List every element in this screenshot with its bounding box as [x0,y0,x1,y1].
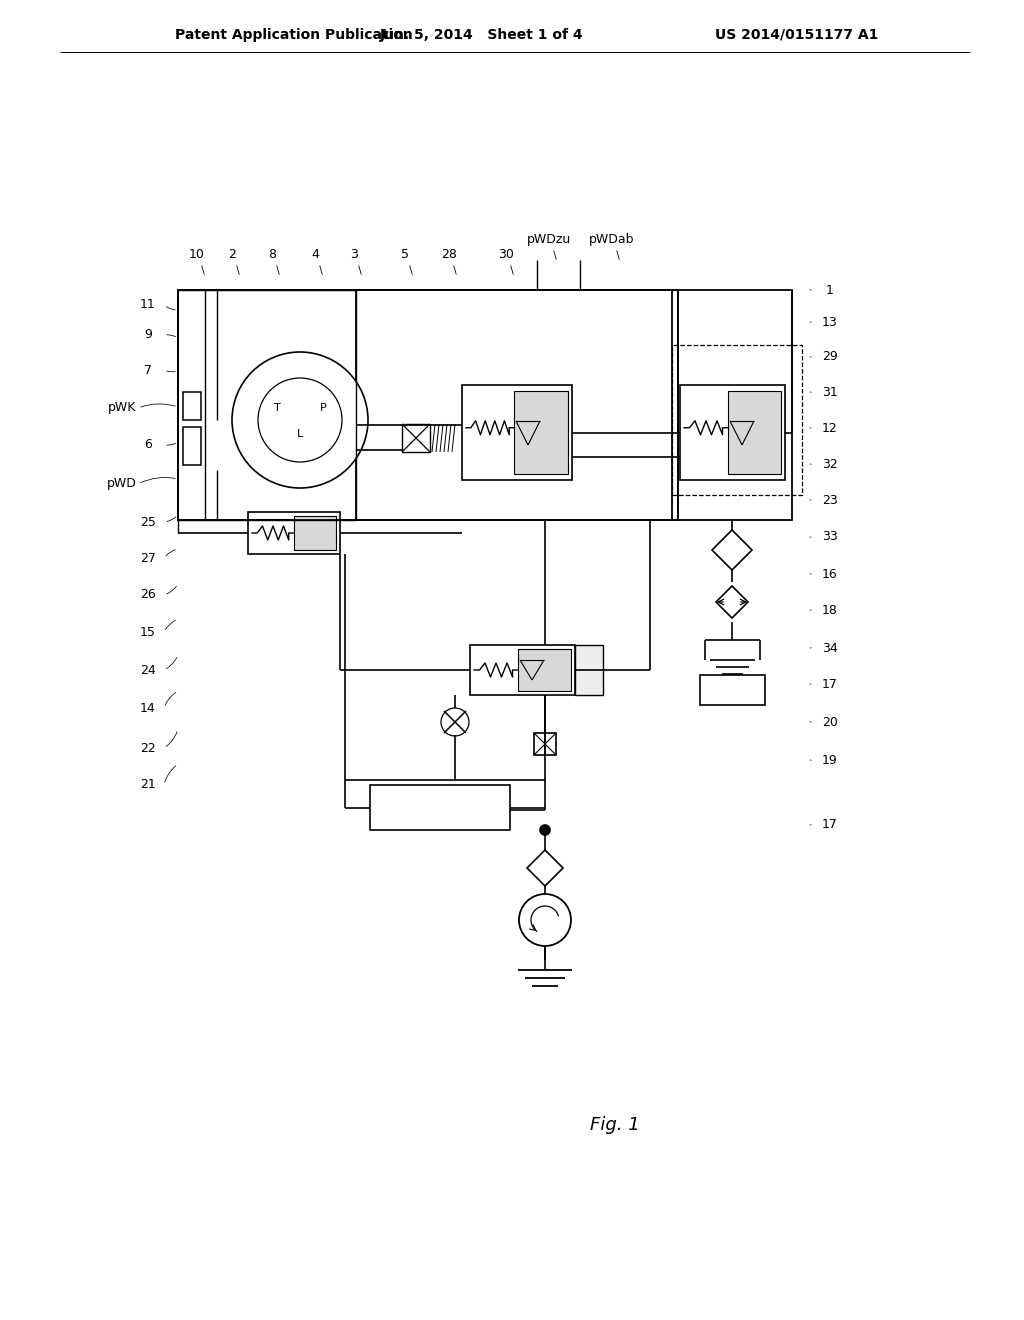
Polygon shape [712,531,752,570]
Text: 7: 7 [144,363,152,376]
Text: L: L [297,429,303,440]
Circle shape [258,378,342,462]
Text: 22: 22 [140,742,156,755]
Bar [462,385,572,480]
Text: 21: 21 [140,779,156,792]
Text: 28: 28 [441,248,457,261]
Text: 33: 33 [822,531,838,544]
Text: P: P [319,403,327,413]
Circle shape [519,894,571,946]
Text: 4: 4 [311,248,318,261]
Text: 2: 2 [228,248,236,261]
Text: Jun. 5, 2014   Sheet 1 of 4: Jun. 5, 2014 Sheet 1 of 4 [380,28,584,42]
Text: 30: 30 [498,248,514,261]
Polygon shape [716,586,748,618]
Circle shape [540,825,550,836]
Text: 10: 10 [189,248,205,261]
Text: 29: 29 [822,351,838,363]
Text: 19: 19 [822,754,838,767]
Text: 25: 25 [140,516,156,528]
Bar [183,392,201,420]
Text: 26: 26 [140,589,156,602]
Text: US 2014/0151177 A1: US 2014/0151177 A1 [715,28,879,42]
Text: 16: 16 [822,568,838,581]
Text: pWK: pWK [108,401,136,414]
Circle shape [232,352,368,488]
Text: 11: 11 [140,298,156,312]
Bar [370,785,510,830]
Bar [514,391,568,474]
Bar [402,424,430,451]
Text: 9: 9 [144,329,152,342]
Text: 27: 27 [140,552,156,565]
Text: 6: 6 [144,438,152,451]
Text: pWDab: pWDab [589,234,635,247]
Bar [518,649,571,690]
Text: 17: 17 [822,818,838,832]
Bar [294,516,336,550]
Bar [534,733,556,755]
Text: 8: 8 [268,248,276,261]
Text: 32: 32 [822,458,838,470]
Text: 1: 1 [826,284,834,297]
Bar [672,290,792,520]
Text: 3: 3 [350,248,358,261]
Text: 12: 12 [822,421,838,434]
Text: 17: 17 [822,677,838,690]
Text: 15: 15 [140,626,156,639]
Text: 5: 5 [401,248,409,261]
Bar [728,391,781,474]
Bar [178,290,356,520]
Text: 14: 14 [140,701,156,714]
Text: 34: 34 [822,642,838,655]
Text: pWD: pWD [108,478,137,491]
Polygon shape [527,850,563,886]
Bar [700,675,765,705]
Bar [470,645,575,696]
Text: 20: 20 [822,715,838,729]
Text: pWDzu: pWDzu [527,234,571,247]
Text: 24: 24 [140,664,156,676]
Text: Fig. 1: Fig. 1 [590,1115,640,1134]
Text: 31: 31 [822,385,838,399]
Text: 23: 23 [822,494,838,507]
Text: 13: 13 [822,315,838,329]
Text: Patent Application Publication: Patent Application Publication [175,28,413,42]
Bar [575,645,603,696]
Bar [672,345,802,495]
Bar [248,512,340,554]
Bar [183,426,201,465]
Text: 18: 18 [822,603,838,616]
Text: T: T [273,403,281,413]
Bar [680,385,785,480]
Bar [178,290,678,520]
